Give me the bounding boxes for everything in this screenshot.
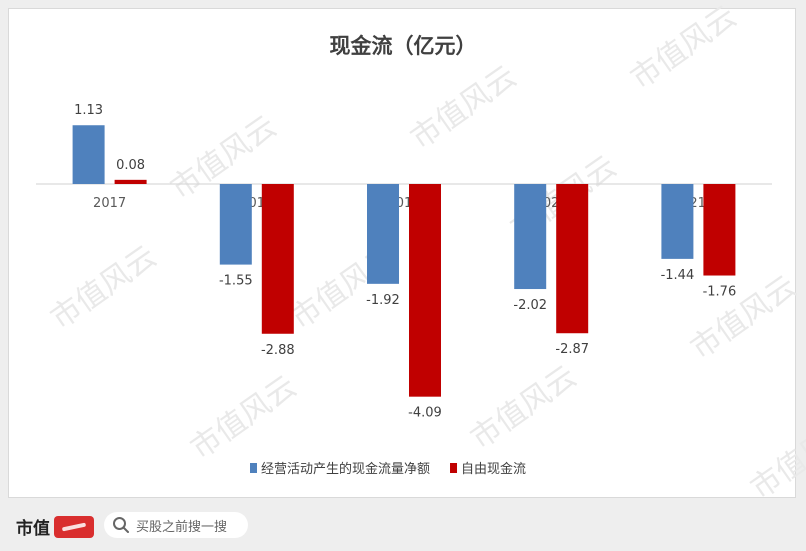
data-label: -2.02 <box>513 298 547 313</box>
data-label: -1.55 <box>219 274 253 289</box>
search-box[interactable]: 买股之前搜一搜 <box>104 512 248 538</box>
bar <box>261 184 294 334</box>
brand-name: 市值 <box>16 519 50 539</box>
legend-swatch <box>250 463 257 473</box>
data-label: -1.76 <box>703 285 737 300</box>
brand-mark-icon <box>54 515 94 538</box>
chart: 市值风云市值风云市值风云市值风云市值风云市值风云市值风云市值风云市值风云市值风云… <box>36 0 806 500</box>
legend-label: 自由现金流 <box>461 461 526 477</box>
bar <box>367 184 399 284</box>
bar <box>219 184 252 265</box>
watermark-text: 市值风云 <box>625 0 743 97</box>
bar <box>72 125 105 184</box>
watermark-text: 市值风云 <box>45 239 163 336</box>
watermark-text: 市值风云 <box>745 409 806 500</box>
watermark-text: 市值风云 <box>185 369 303 466</box>
bar <box>514 184 547 290</box>
data-label: -2.88 <box>261 343 295 358</box>
bar <box>661 184 694 259</box>
bar <box>409 184 441 397</box>
data-label: 1.13 <box>74 103 103 118</box>
data-label: -1.44 <box>661 268 695 283</box>
watermark-text: 市值风云 <box>405 59 523 156</box>
bar <box>114 179 147 184</box>
search-placeholder: 买股之前搜一搜 <box>136 519 228 535</box>
data-label: -1.92 <box>366 293 400 308</box>
data-label: -4.09 <box>408 406 442 421</box>
footer-bar: 市值 买股之前搜一搜 <box>0 500 806 551</box>
watermark-text: 市值风云 <box>465 359 583 456</box>
data-label: -2.87 <box>555 342 589 357</box>
legend-swatch <box>450 463 458 473</box>
legend-label: 经营活动产生的现金流量净额 <box>261 461 430 477</box>
search-icon <box>113 517 129 533</box>
chart-title: 现金流（亿元） <box>330 34 477 58</box>
bar <box>556 184 589 334</box>
x-tick-label: 2017 <box>93 196 126 211</box>
data-label: 0.08 <box>116 158 145 173</box>
brand-logo[interactable]: 市值 <box>16 514 94 539</box>
bar <box>703 184 736 276</box>
